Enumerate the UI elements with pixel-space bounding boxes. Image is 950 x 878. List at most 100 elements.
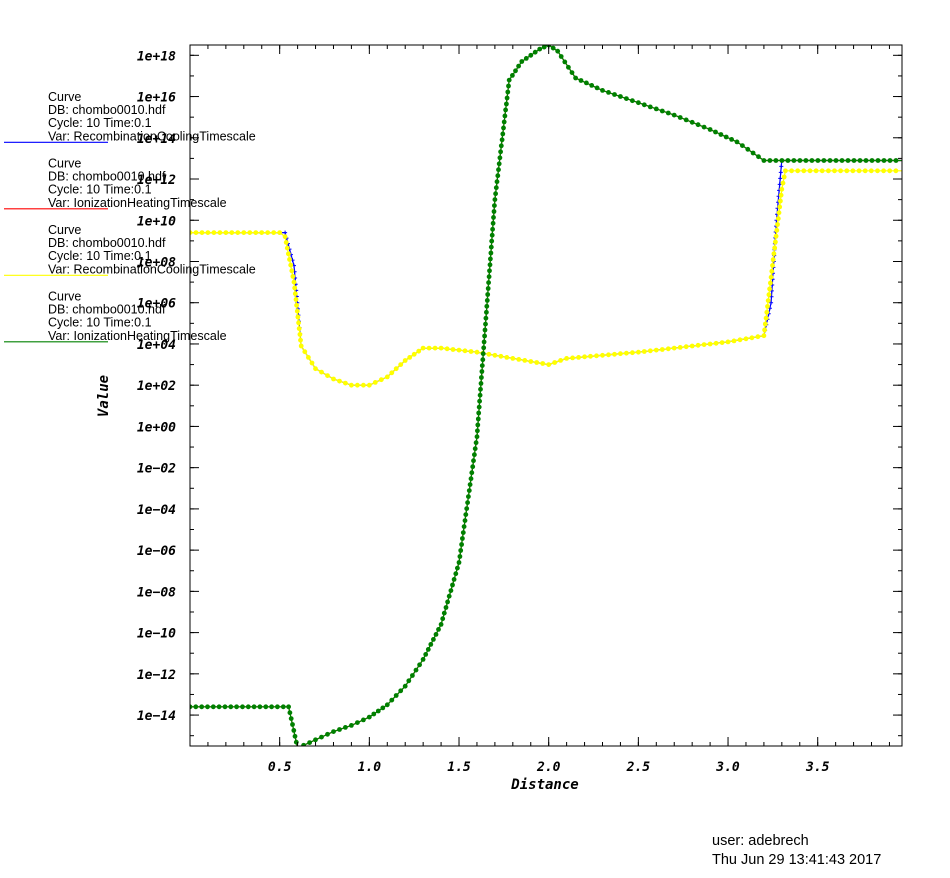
data-point (309, 360, 315, 366)
data-point (420, 657, 426, 662)
legend-line: Cycle: 10 Time:0.1 (48, 249, 152, 263)
data-point (501, 125, 506, 131)
data-point (290, 722, 295, 727)
data-point (504, 95, 510, 101)
data-point (510, 73, 515, 78)
data-point (444, 346, 450, 352)
data-point (349, 723, 354, 728)
data-point (501, 119, 507, 125)
data-point (443, 605, 449, 610)
data-point (519, 59, 525, 64)
data-point (446, 593, 452, 599)
data-point (569, 70, 575, 75)
data-point (833, 158, 839, 163)
data-point (482, 327, 488, 333)
y-tick-label: 1e+04 (137, 338, 176, 353)
data-point (801, 168, 807, 174)
data-point (296, 326, 302, 331)
data-point (389, 697, 395, 703)
data-point (522, 358, 528, 363)
x-tick-label: 3.5 (805, 760, 830, 775)
data-point (483, 315, 489, 321)
data-point (594, 353, 599, 359)
series-2 (190, 45, 902, 746)
x-tick-label: 1.0 (358, 760, 382, 775)
y-tick-label: 1e+08 (137, 255, 176, 270)
data-point (765, 298, 771, 303)
data-point (647, 104, 653, 110)
data-point (337, 378, 342, 384)
data-point (562, 59, 568, 65)
data-point (484, 298, 490, 303)
data-point (298, 337, 303, 343)
data-point (665, 346, 671, 352)
data-point (384, 374, 390, 380)
data-point (769, 268, 775, 274)
data-point (494, 179, 500, 185)
data-point (729, 137, 734, 142)
data-point (488, 256, 493, 262)
data-point (375, 708, 381, 714)
data-point (361, 717, 366, 723)
data-point (445, 599, 450, 605)
data-point (275, 704, 280, 710)
data-point (689, 119, 695, 125)
data-point (286, 251, 291, 257)
data-point (319, 369, 324, 375)
data-point (504, 101, 509, 107)
data-point (292, 285, 298, 291)
data-point (331, 376, 336, 382)
data-point (869, 158, 875, 163)
data-point (480, 357, 486, 363)
data-point (479, 375, 484, 380)
data-point (251, 704, 257, 710)
x-tick-label: 2.5 (626, 760, 651, 775)
data-point (555, 48, 561, 54)
data-point (481, 339, 487, 345)
data-point (589, 83, 595, 88)
data-point (190, 704, 193, 710)
data-point (827, 158, 833, 163)
y-tick-label: 1e+18 (137, 49, 176, 64)
data-point (228, 704, 234, 710)
data-point (205, 230, 211, 236)
user-info: user: adebrech (712, 833, 809, 849)
data-point (498, 149, 503, 155)
data-point (813, 168, 819, 174)
legend-line: Curve (48, 223, 81, 237)
data-point (546, 362, 552, 367)
data-point (566, 64, 571, 70)
data-point (606, 90, 611, 95)
data-point (398, 688, 404, 694)
data-point (193, 230, 199, 236)
data-point (857, 158, 863, 163)
data-point (295, 314, 301, 320)
data-point (420, 345, 426, 351)
data-point (683, 344, 689, 350)
data-point (770, 257, 776, 262)
data-point (701, 342, 707, 347)
x-tick-label: 1.5 (447, 760, 471, 775)
data-point (573, 75, 578, 81)
data-point (785, 158, 791, 163)
data-point (513, 68, 518, 74)
data-point (671, 345, 677, 351)
data-point (755, 334, 761, 340)
data-point (584, 80, 589, 86)
data-point (500, 131, 506, 137)
data-point (411, 351, 417, 357)
data-point (416, 348, 422, 354)
y-tick-label: 1e−10 (137, 627, 176, 642)
data-point (476, 404, 482, 410)
legend-line: DB: chombo0010.hdf (48, 103, 166, 117)
data-point (795, 168, 801, 174)
series-4 (190, 45, 902, 746)
data-point (450, 347, 456, 352)
data-point (862, 168, 868, 174)
data-point (306, 355, 311, 360)
data-point (761, 333, 767, 339)
data-point (564, 356, 569, 361)
data-point (241, 230, 247, 236)
data-point (475, 416, 481, 422)
